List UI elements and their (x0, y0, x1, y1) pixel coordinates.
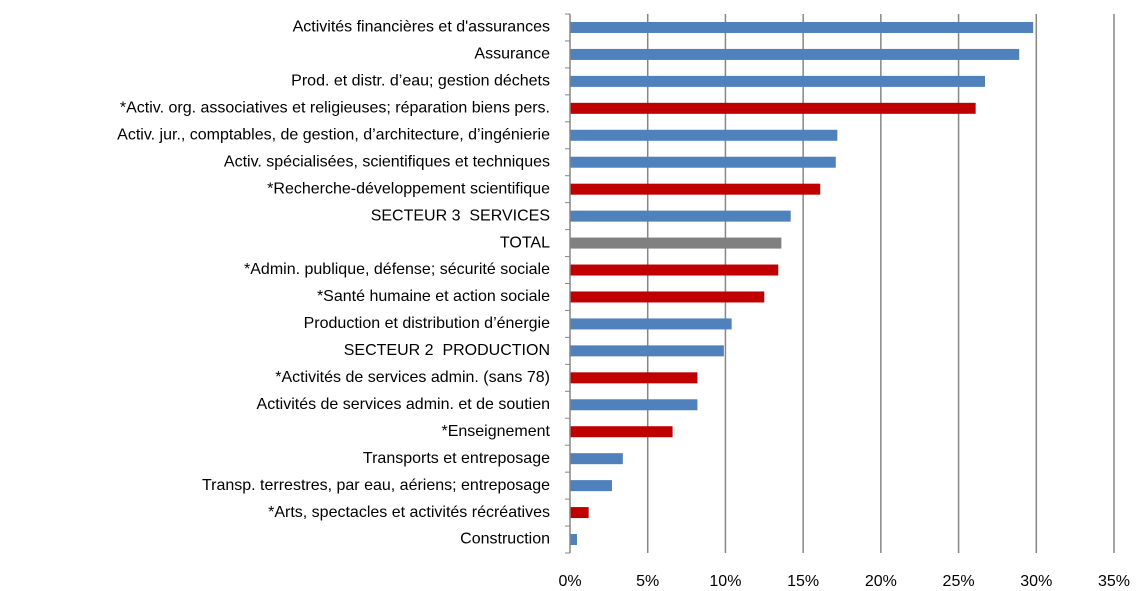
y-tick-label: Prod. et distr. d’eau; gestion déchets (291, 73, 550, 90)
y-tick-label: Activ. spécialisées, scientifiques et te… (224, 153, 550, 170)
x-tick-label: 25% (943, 573, 975, 590)
bar (570, 426, 673, 438)
bar (570, 21, 1034, 33)
x-tick-label: 30% (1020, 573, 1052, 590)
bar (570, 48, 1020, 60)
y-tick-label: Activités de services admin. et de souti… (257, 396, 550, 413)
bar (570, 534, 577, 546)
x-tick-label: 5% (636, 573, 659, 590)
bar (570, 507, 589, 519)
bar (570, 291, 765, 303)
y-tick-label: Assurance (474, 46, 550, 63)
x-tick-label: 35% (1098, 573, 1130, 590)
x-tick-label: 20% (865, 573, 897, 590)
y-tick-label: *Recherche-développement scientifique (267, 180, 550, 197)
y-tick-label: SECTEUR 3 SERVICES (371, 207, 550, 224)
bar (570, 129, 838, 141)
y-tick-label: TOTAL (500, 234, 550, 251)
y-tick-label: Construction (460, 531, 550, 548)
y-tick-label: SECTEUR 2 PRODUCTION (344, 342, 550, 359)
y-tick-label: Activités financières et d'assurances (293, 19, 550, 36)
y-tick-label: Transp. terrestres, par eau, aériens; en… (202, 477, 550, 494)
bar (570, 399, 698, 411)
y-tick-label: Transports et entreposage (363, 450, 550, 467)
bar (570, 237, 782, 249)
bar (570, 183, 821, 195)
bar (570, 372, 698, 384)
bar (570, 345, 724, 357)
bar (570, 480, 612, 492)
x-tick-label: 15% (787, 573, 819, 590)
bar (570, 453, 623, 465)
y-tick-label: *Admin. publique, défense; sécurité soci… (244, 261, 550, 278)
y-tick-label: *Enseignement (441, 423, 550, 440)
y-tick-label: Activ. jur., comptables, de gestion, d’a… (117, 126, 550, 143)
bar (570, 75, 985, 87)
y-tick-label: *Activités de services admin. (sans 78) (275, 369, 550, 386)
bar (570, 156, 836, 168)
y-tick-label: Production et distribution d’énergie (304, 315, 550, 332)
bar (570, 210, 791, 222)
bar (570, 102, 976, 114)
x-tick-label: 10% (709, 573, 741, 590)
y-tick-label: *Santé humaine et action sociale (317, 288, 550, 305)
bar (570, 264, 779, 276)
y-tick-label: *Arts, spectacles et activités récréativ… (268, 504, 550, 521)
bar (570, 318, 732, 330)
x-tick-label: 0% (558, 573, 581, 590)
y-tick-label: *Activ. org. associatives et religieuses… (120, 100, 550, 117)
